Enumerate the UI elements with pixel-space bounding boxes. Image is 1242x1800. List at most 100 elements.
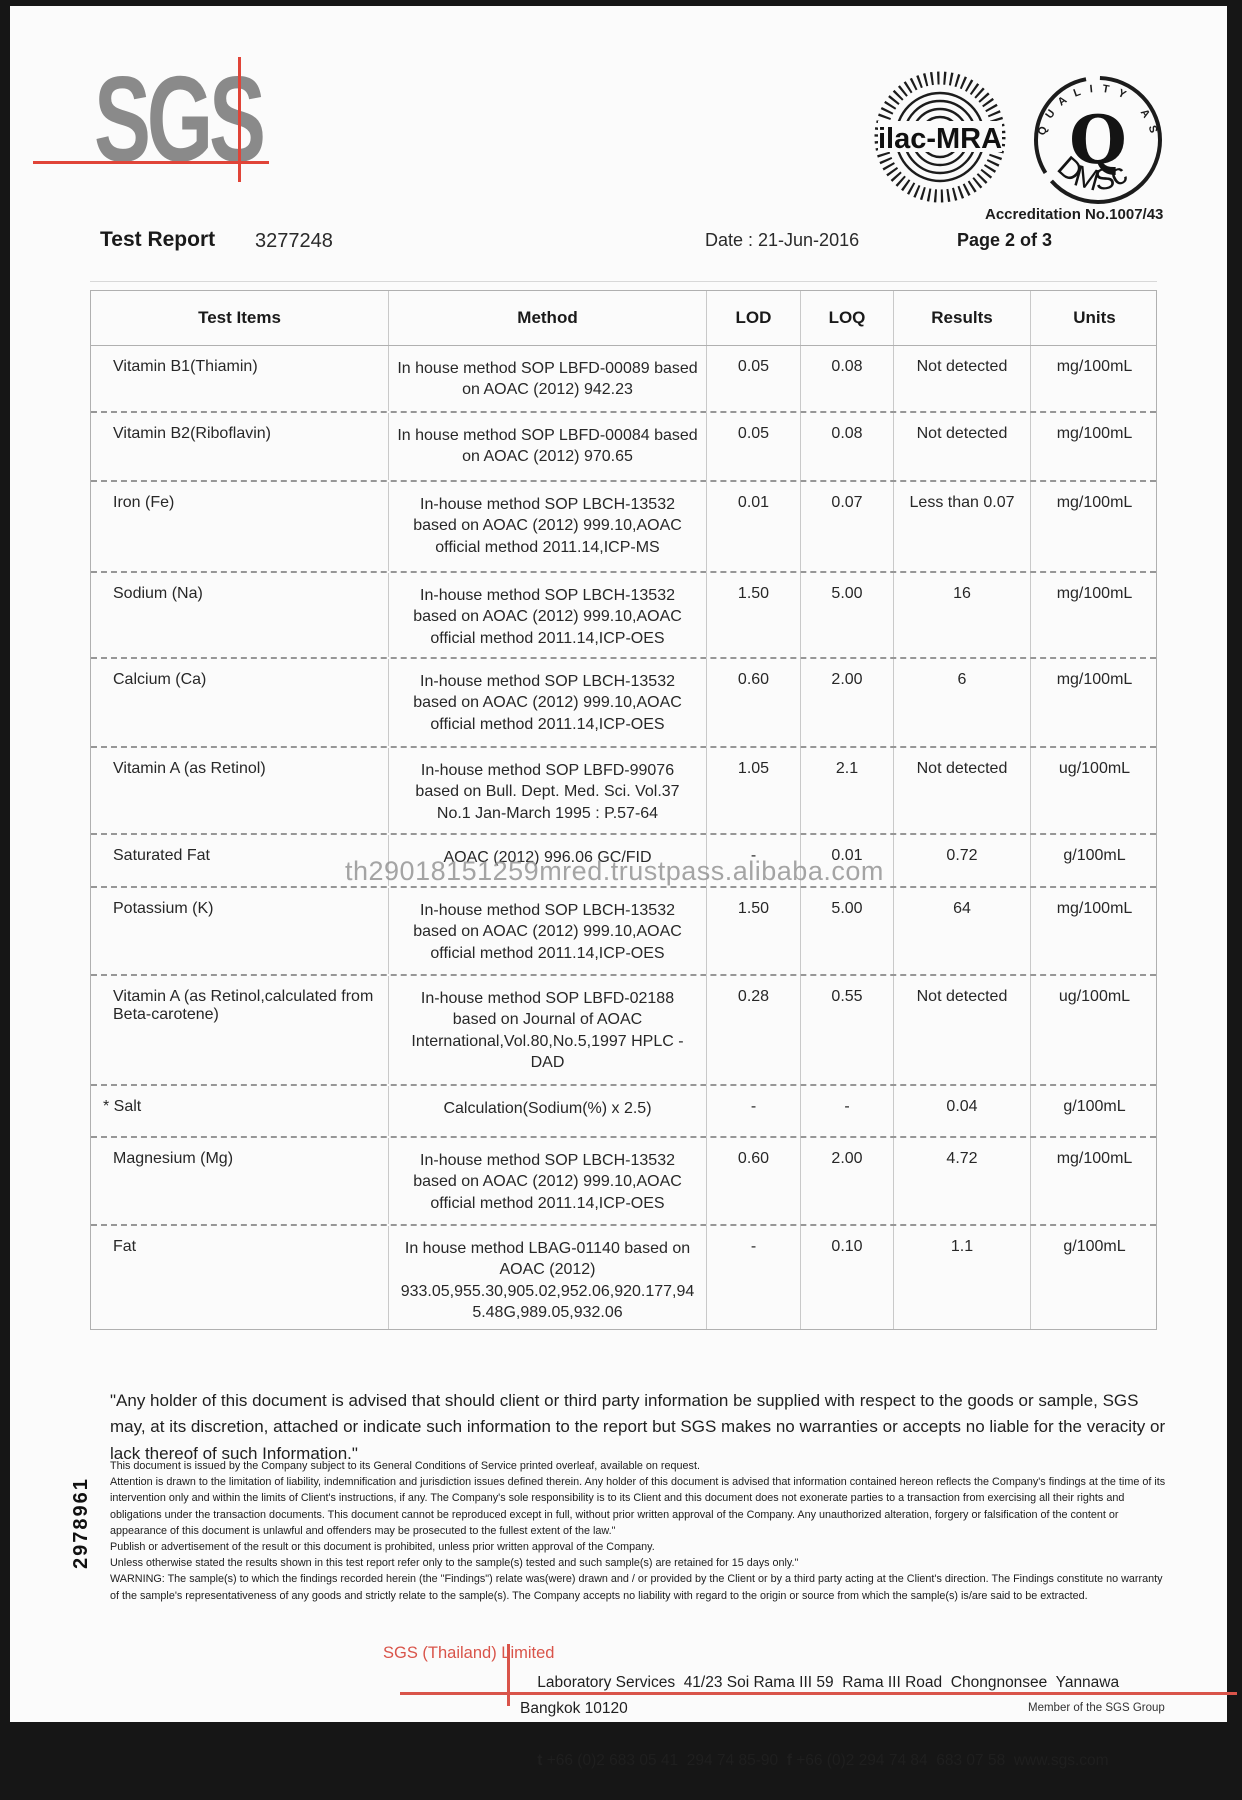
col-header-method: Method: [389, 291, 707, 345]
loq-value: 5.00: [801, 573, 894, 657]
test-item: Vitamin A (as Retinol): [91, 748, 389, 833]
website-link: www.sgs.com: [1013, 1752, 1109, 1769]
sgs-logo: SGS: [94, 51, 266, 187]
method: In-house method SOP LBCH-13532 based on …: [389, 1138, 707, 1224]
units-value: mg/100mL: [1056, 494, 1133, 511]
table-row: Calcium (Ca) In-house method SOP LBCH-13…: [91, 657, 1156, 746]
phone-number: +66 (0)2 683 05 41 294 74 85-90: [542, 1752, 787, 1769]
loq-value: 0.07: [801, 482, 894, 571]
units-value: mg/100mL: [1056, 671, 1133, 688]
method: In-house method SOP LBCH-13532 based on …: [389, 659, 707, 746]
method: AOAC (2012) 996.06 GC/FID: [389, 835, 707, 886]
test-item: Calcium (Ca): [91, 659, 389, 746]
result-value: 4.72: [894, 1138, 1031, 1224]
test-item: Fat: [91, 1226, 389, 1329]
footer-company-name: SGS (Thailand) Limited: [383, 1644, 555, 1662]
units-value: mg/100mL: [1056, 425, 1133, 442]
lod-value: 1.50: [707, 888, 801, 974]
method: In house method LBAG-01140 based on AOAC…: [389, 1226, 707, 1329]
test-item: Iron (Fe): [91, 482, 389, 571]
fine-print-line: Unless otherwise stated the results show…: [110, 1557, 799, 1570]
result-value: Not detected: [894, 346, 1031, 411]
lod-value: 0.28: [707, 976, 801, 1084]
logo-crosshair-vertical: [238, 57, 241, 182]
lod-value: 0.05: [707, 413, 801, 480]
table-header-row: Test Items Method LOD LOQ Results Units: [91, 291, 1156, 346]
logo-crosshair-horizontal: [33, 161, 269, 164]
loq-value: 0.08: [801, 346, 894, 411]
col-header-loq: LOQ: [801, 291, 894, 345]
method: In-house method SOP LBCH-13532 based on …: [389, 573, 707, 657]
table-row: Vitamin B1(Thiamin) In house method SOP …: [91, 346, 1156, 411]
footer-red-separator: [507, 1644, 510, 1706]
lod-value: 1.05: [707, 748, 801, 833]
test-item: Magnesium (Mg): [91, 1138, 389, 1224]
loq-value: 0.08: [801, 413, 894, 480]
table-row: Saturated Fat AOAC (2012) 996.06 GC/FID …: [91, 833, 1156, 886]
method: In-house method SOP LBFD-99076 based on …: [389, 748, 707, 833]
fax-number: +66 (0)2 294 74 84 683 07 58: [791, 1752, 1014, 1769]
report-number: 3277248: [255, 230, 333, 252]
test-item: Vitamin B2(Riboflavin): [91, 413, 389, 480]
method: In house method SOP LBFD-00089 based on …: [389, 346, 707, 411]
vertical-document-number: 2978961: [70, 1477, 92, 1569]
lod-value: 0.01: [707, 482, 801, 571]
result-value: Not detected: [894, 976, 1031, 1084]
result-value: 1.1: [894, 1226, 1031, 1329]
fine-print-line: WARNING: The sample(s) to which the find…: [110, 1573, 1163, 1602]
loq-value: 2.1: [801, 748, 894, 833]
fine-print-block: This document is issued by the Company s…: [110, 1458, 1173, 1604]
result-value: 6: [894, 659, 1031, 746]
ilac-mra-label: ilac-MRA: [878, 123, 1002, 155]
report-date: Date : 21-Jun-2016: [705, 230, 860, 250]
method: In house method SOP LBFD-00084 based on …: [389, 413, 707, 480]
col-header-results: Results: [894, 291, 1031, 345]
method: In-house method SOP LBCH-13532 based on …: [389, 888, 707, 974]
dmsc-quality-seal-icon: Q U A L I T Y A S S U R A N C E Q DMSc: [1028, 68, 1162, 204]
document-page: SGS ilac-MRA Q U A L I T Y A S S U R A N…: [10, 6, 1237, 1769]
lod-value: 0.05: [707, 346, 801, 411]
watermark-text: th29018151259mred.trustpass.alibaba.com: [345, 856, 884, 886]
result-value: 16: [894, 573, 1031, 657]
test-item: Vitamin B1(Thiamin): [91, 346, 389, 411]
loq-value: 5.00: [801, 888, 894, 974]
result-value: 0.04: [894, 1086, 1031, 1136]
loq-value: 0.55: [801, 976, 894, 1084]
units-value: g/100mL: [1063, 1098, 1126, 1115]
result-value: 64: [894, 888, 1031, 974]
disclaimer-paragraph: "Any holder of this document is advised …: [110, 1391, 1166, 1463]
loq-value: 0.10: [801, 1226, 894, 1329]
units-value: mg/100mL: [1056, 358, 1133, 375]
method: In-house method SOP LBCH-13532 based on …: [389, 482, 707, 571]
result-value: Less than 0.07: [894, 482, 1031, 571]
col-header-units: Units: [1073, 308, 1116, 327]
table-row: Magnesium (Mg) In-house method SOP LBCH-…: [91, 1136, 1156, 1224]
member-of-sgs-group: Member of the SGS Group: [1028, 1702, 1165, 1714]
result-value: Not detected: [894, 413, 1031, 480]
footer-address-line: Laboratory Services 41/23 Soi Rama III 5…: [520, 1674, 1128, 1717]
test-item: Saturated Fat: [91, 835, 389, 886]
accreditation-number: Accreditation No.1007/43: [985, 206, 1164, 223]
units-value: g/100mL: [1063, 847, 1126, 864]
lod-value: 1.50: [707, 573, 801, 657]
units-value: mg/100mL: [1056, 900, 1133, 917]
loq-value: -: [801, 1086, 894, 1136]
report-title: Test Report: [100, 228, 216, 251]
col-header-test-items: Test Items: [91, 291, 389, 345]
fine-print-line: Attention is drawn to the limitation of …: [110, 1476, 1166, 1537]
lod-value: -: [707, 835, 801, 886]
result-value: 0.72: [894, 835, 1031, 886]
fine-print-line: This document is issued by the Company s…: [110, 1460, 700, 1472]
units-value: g/100mL: [1063, 1238, 1126, 1255]
table-row: Vitamin B2(Riboflavin) In house method S…: [91, 411, 1156, 480]
table-top-scan-line: [90, 281, 1157, 282]
lod-value: 0.60: [707, 1138, 801, 1224]
table-row: Sodium (Na) In-house method SOP LBCH-135…: [91, 571, 1156, 657]
test-item: Potassium (K): [91, 888, 389, 974]
results-table: Test Items Method LOD LOQ Results Units …: [90, 290, 1157, 1330]
units-value: mg/100mL: [1056, 585, 1133, 602]
fine-print-line: Publish or advertisement of the result o…: [110, 1540, 655, 1553]
footer-address-block: Laboratory Services 41/23 Soi Rama III 5…: [520, 1644, 1180, 1800]
ilac-mra-seal-icon: ilac-MRA: [874, 71, 1006, 203]
units-value: ug/100mL: [1058, 988, 1131, 1005]
